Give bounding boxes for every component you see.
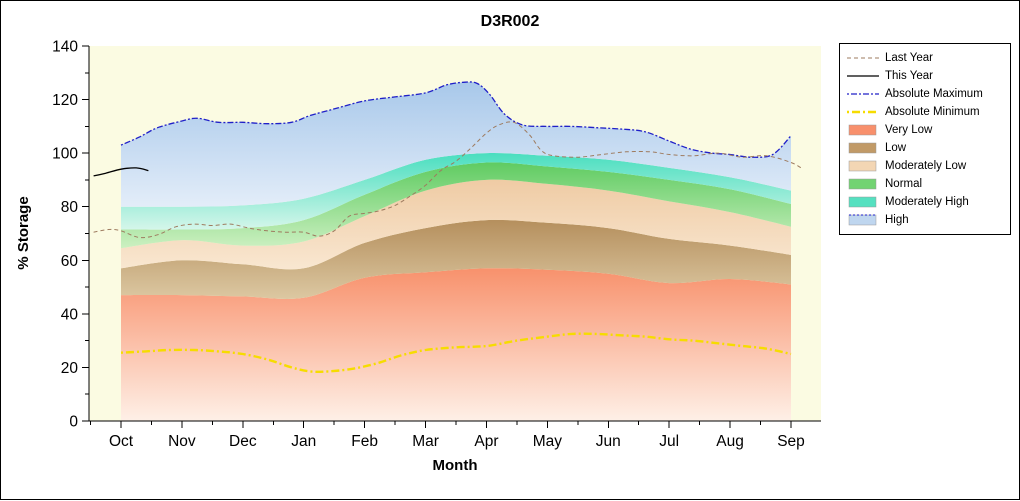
legend-swatch: [848, 178, 877, 190]
legend-label: This Year: [885, 70, 933, 82]
legend-line-sample: [847, 75, 879, 77]
legend-item-absolute-minimum: Absolute Minimum: [846, 103, 1006, 121]
legend-item-high: High: [846, 211, 1006, 229]
legend-item-very-low: Very Low: [846, 121, 1006, 139]
band-low: [121, 219, 791, 299]
band-moderately-high: [121, 152, 791, 230]
band-normal: [121, 162, 791, 249]
y-tick-label: 40: [61, 306, 79, 323]
legend-item-this-year: This Year: [846, 67, 1006, 85]
line-this-year: [93, 167, 149, 177]
x-tick-label: Jan: [291, 433, 316, 450]
legend-item-normal: Normal: [846, 175, 1006, 193]
legend-swatch: [848, 214, 877, 226]
legend-label: Absolute Minimum: [885, 106, 980, 118]
legend-label: Very Low: [885, 124, 933, 136]
x-tick-label: Nov: [168, 433, 196, 450]
y-axis-title: % Storage: [15, 196, 32, 270]
legend-label: High: [885, 214, 909, 226]
y-tick-label: 140: [52, 39, 78, 56]
y-tick-label: 80: [61, 199, 79, 216]
y-tick-label: 100: [52, 146, 78, 163]
legend-line-sample: [847, 110, 879, 114]
legend-item-last-year: Last Year: [846, 49, 1006, 67]
y-tick-label: 120: [52, 92, 78, 109]
legend-item-moderately-low: Moderately Low: [846, 157, 1006, 175]
legend-line-sample: [847, 57, 879, 59]
x-tick-label: Jul: [659, 433, 679, 450]
legend-label: Moderately Low: [885, 160, 967, 172]
chart-title: D3R002: [480, 13, 540, 30]
band-very-low: [121, 268, 791, 421]
x-tick-label: Sep: [777, 433, 805, 450]
legend-label: Moderately High: [885, 196, 969, 208]
legend: Last Year This Year Absolute Maximum Absolu…: [839, 43, 1011, 235]
legend-swatch: [848, 160, 877, 172]
legend-item-moderately-high: Moderately High: [846, 193, 1006, 211]
legend-swatch: [848, 142, 877, 154]
x-tick-label: Aug: [716, 433, 744, 450]
x-tick-label: May: [533, 433, 563, 450]
x-tick-label: Mar: [412, 433, 439, 450]
x-axis-title: Month: [432, 457, 478, 474]
legend-label: Last Year: [885, 52, 933, 64]
legend-label: Low: [885, 142, 907, 154]
legend-swatch: [848, 124, 877, 136]
y-tick-label: 60: [61, 253, 79, 270]
band-high: [121, 81, 791, 207]
y-tick-label: 20: [61, 360, 79, 377]
x-tick-label: Oct: [109, 433, 134, 450]
legend-item-absolute-maximum: Absolute Maximum: [846, 85, 1006, 103]
y-tick-label: 0: [69, 414, 78, 431]
legend-line-sample: [847, 93, 879, 95]
x-tick-label: Jun: [596, 433, 621, 450]
legend-item-low: Low: [846, 139, 1006, 157]
x-tick-label: Feb: [351, 433, 378, 450]
x-tick-label: Dec: [229, 433, 257, 450]
legend-swatch: [848, 196, 877, 208]
band-moderately-low: [121, 179, 791, 270]
line-absolute-maximum: [120, 81, 792, 158]
x-tick-label: Apr: [474, 433, 498, 450]
legend-label: Absolute Maximum: [885, 88, 983, 100]
line-absolute-minimum: [120, 332, 792, 374]
line-last-year: [93, 121, 804, 239]
legend-label: Normal: [885, 178, 923, 190]
